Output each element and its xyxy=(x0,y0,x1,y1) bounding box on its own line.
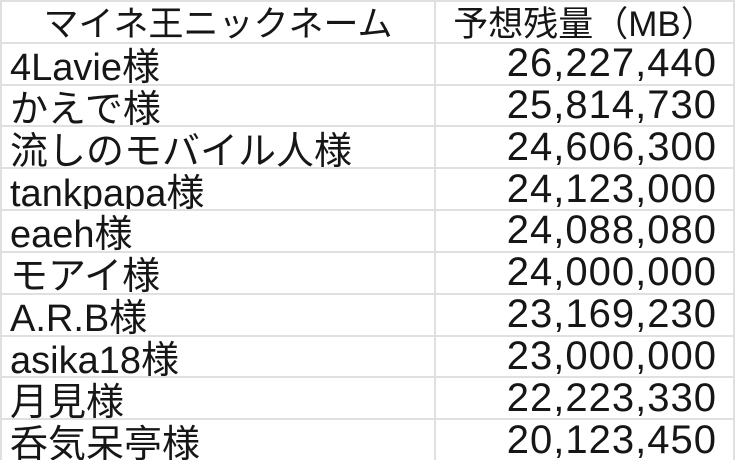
nickname-cell: 呑気呆亭様 xyxy=(2,420,436,460)
table-row: 流しのモバイル人様 24,606,300 xyxy=(2,125,733,168)
nickname-cell: 月見様 xyxy=(2,378,436,419)
table-row: 4Lavie様 26,227,440 xyxy=(2,41,733,84)
value-cell: 24,000,000 xyxy=(506,252,717,293)
table-row: モアイ様 24,000,000 xyxy=(2,250,733,293)
nickname-cell: A.R.B様 xyxy=(2,294,436,335)
table-row: 月見様 22,223,330 xyxy=(2,376,733,419)
table-row: asika18様 23,000,000 xyxy=(2,334,733,377)
table-row: eaeh様 24,088,080 xyxy=(2,209,733,251)
value-cell: 23,169,230 xyxy=(506,294,717,335)
value-cell: 20,123,450 xyxy=(506,420,717,460)
value-cell: 24,123,000 xyxy=(506,169,717,210)
table-row: 呑気呆亭様 20,123,450 xyxy=(2,418,733,460)
header-nickname-column: マイネ王ニックネーム xyxy=(2,2,436,42)
nickname-cell: モアイ様 xyxy=(2,252,436,293)
header-remaining-column: 予想残量（MB） xyxy=(453,5,716,42)
nickname-cell: tankpapa様 xyxy=(2,169,436,210)
nickname-cell: asika18様 xyxy=(2,336,436,377)
value-cell: 24,606,300 xyxy=(506,127,717,168)
nickname-cell: かえで様 xyxy=(2,85,436,126)
value-cell: 26,227,440 xyxy=(506,43,717,84)
table-row: A.R.B様 23,169,230 xyxy=(2,292,733,335)
table-row: tankpapa様 24,123,000 xyxy=(2,167,733,210)
nickname-cell: 流しのモバイル人様 xyxy=(2,127,436,168)
value-cell: 25,814,730 xyxy=(506,85,717,126)
value-cell: 23,000,000 xyxy=(506,336,717,377)
table-row: かえで様 25,814,730 xyxy=(2,83,733,126)
nickname-cell: eaeh様 xyxy=(2,211,436,251)
table-header-row: マイネ王ニックネーム 予想残量（MB） xyxy=(2,2,733,42)
value-cell: 24,088,080 xyxy=(506,211,717,251)
nickname-cell: 4Lavie様 xyxy=(2,43,436,84)
value-cell: 22,223,330 xyxy=(506,378,717,419)
